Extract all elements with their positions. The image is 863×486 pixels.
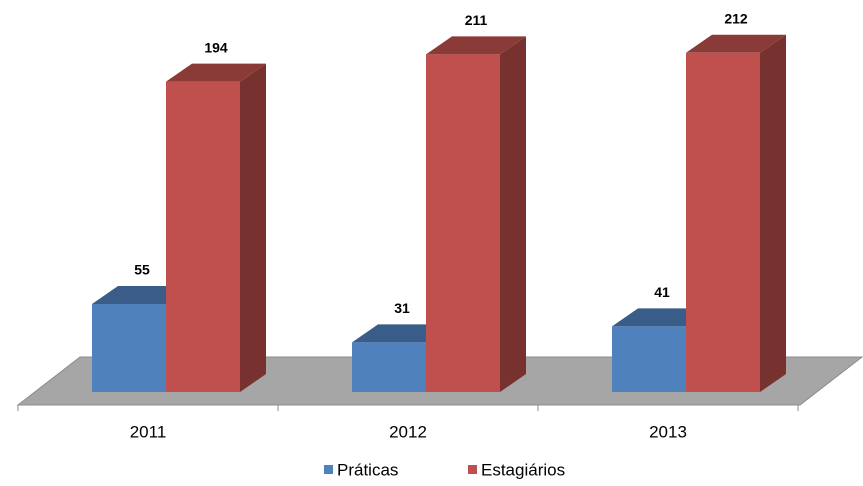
data-label: 211 bbox=[465, 12, 488, 28]
data-label: 212 bbox=[724, 11, 748, 27]
data-label: 55 bbox=[134, 262, 150, 278]
bar-3d bbox=[426, 36, 526, 393]
bar bbox=[686, 52, 760, 393]
bar-side bbox=[240, 63, 266, 392]
data-label: 41 bbox=[654, 284, 670, 300]
legend-swatch bbox=[468, 465, 477, 474]
bar bbox=[352, 342, 426, 392]
bar-top bbox=[166, 63, 266, 82]
bar bbox=[166, 81, 240, 392]
bar-side bbox=[760, 34, 786, 393]
bar bbox=[426, 54, 500, 393]
bar bbox=[92, 304, 166, 392]
bar bbox=[612, 326, 686, 392]
legend-swatch bbox=[324, 465, 333, 474]
x-tick-label: 2011 bbox=[130, 422, 167, 441]
data-label: 31 bbox=[394, 300, 410, 316]
bar-3d bbox=[686, 34, 786, 393]
bar-side bbox=[500, 36, 526, 393]
bar-top bbox=[686, 34, 786, 53]
legend-label: Estagiários bbox=[481, 460, 565, 479]
data-label: 194 bbox=[204, 39, 228, 55]
bar-top bbox=[426, 36, 526, 55]
bar-3d bbox=[166, 63, 266, 392]
legend-label: Práticas bbox=[337, 460, 398, 479]
x-tick-label: 2012 bbox=[389, 422, 427, 441]
x-tick-label: 2013 bbox=[649, 422, 687, 441]
